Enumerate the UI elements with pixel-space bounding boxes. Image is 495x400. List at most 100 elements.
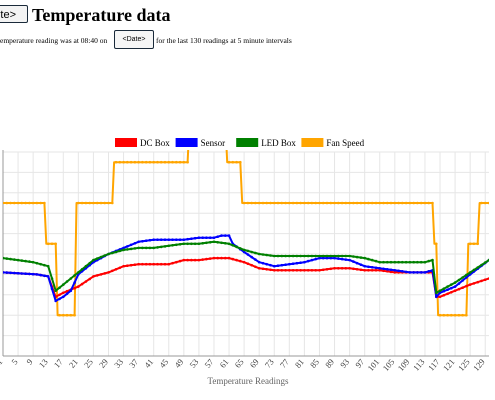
data-point [355, 268, 359, 271]
data-point [276, 201, 280, 205]
data-point [457, 313, 461, 317]
data-point [65, 289, 69, 293]
data-point [88, 201, 91, 205]
data-point [389, 268, 393, 272]
data-point [487, 201, 489, 205]
data-point [224, 234, 227, 237]
data-point [374, 259, 378, 263]
x-tick-label: 45 [157, 357, 170, 370]
data-point [404, 270, 408, 274]
data-point [107, 201, 110, 205]
data-point [382, 260, 385, 264]
data-point [159, 245, 163, 249]
data-point [355, 261, 359, 265]
data-point [480, 263, 483, 267]
data-point [363, 269, 367, 272]
data-point [465, 284, 468, 288]
data-point [227, 242, 231, 246]
data-point [427, 201, 431, 205]
data-point [374, 201, 378, 205]
data-point [337, 254, 340, 258]
data-point [352, 201, 355, 205]
data-point [374, 266, 378, 270]
legend-item: LED Box [236, 138, 296, 148]
data-point [58, 313, 61, 317]
data-point [163, 160, 167, 164]
data-point [73, 274, 76, 277]
legend-swatch [236, 138, 259, 147]
data-point [389, 270, 393, 274]
data-point [193, 242, 197, 246]
data-point [329, 201, 333, 205]
data-point [363, 201, 367, 205]
data-point [5, 271, 9, 274]
data-point [95, 274, 99, 277]
data-point [84, 264, 88, 268]
data-point [39, 201, 42, 205]
data-point [348, 254, 351, 258]
data-point [453, 285, 457, 288]
data-point [416, 260, 419, 264]
data-point [419, 271, 423, 274]
site-button[interactable]: ite> [0, 5, 28, 23]
data-point [280, 269, 284, 272]
date-button[interactable]: <Date> [114, 30, 154, 49]
data-point [446, 288, 449, 291]
data-point [276, 269, 280, 272]
data-point [261, 201, 265, 205]
data-point [182, 242, 186, 246]
data-point [216, 256, 219, 260]
data-point [156, 262, 159, 266]
data-point [20, 201, 24, 205]
data-point [325, 268, 329, 271]
data-point [450, 313, 453, 317]
legend-item: Sensor [175, 138, 226, 148]
data-point [340, 201, 344, 205]
data-point [382, 267, 385, 271]
data-point [46, 242, 50, 246]
data-point [299, 254, 302, 258]
legend-swatch [115, 138, 137, 147]
data-point [178, 238, 182, 241]
data-point [408, 201, 412, 205]
data-point [235, 245, 238, 249]
data-point [92, 258, 95, 262]
data-point [393, 260, 397, 264]
data-point [465, 313, 468, 317]
data-point [84, 280, 88, 283]
data-point [3, 271, 5, 274]
data-point [254, 201, 257, 205]
x-tick-label: 17 [52, 357, 65, 370]
data-point [175, 238, 178, 241]
data-point [404, 201, 408, 205]
data-point [212, 236, 216, 239]
data-point [325, 254, 329, 258]
data-point [476, 266, 480, 269]
data-point [39, 262, 42, 266]
data-point [239, 160, 242, 164]
data-point [370, 269, 374, 272]
data-point [122, 264, 125, 268]
data-point [386, 260, 389, 264]
legend-label: Sensor [201, 138, 226, 148]
data-point [483, 201, 487, 205]
data-point [329, 267, 333, 271]
legend-label: Fan Speed [326, 138, 364, 148]
data-point [129, 243, 133, 247]
data-point [242, 250, 246, 254]
data-point [239, 259, 242, 263]
data-point [333, 254, 336, 258]
data-point [427, 270, 431, 273]
data-point [280, 201, 284, 205]
data-point [352, 255, 355, 258]
data-point [156, 238, 159, 241]
data-point [337, 267, 340, 270]
data-point [303, 260, 306, 264]
data-point [163, 262, 167, 266]
data-point [35, 261, 39, 265]
data-point [220, 256, 223, 260]
x-tick-label: 93 [338, 357, 351, 370]
data-point [126, 264, 129, 267]
data-point [378, 267, 382, 270]
data-point [461, 313, 464, 317]
